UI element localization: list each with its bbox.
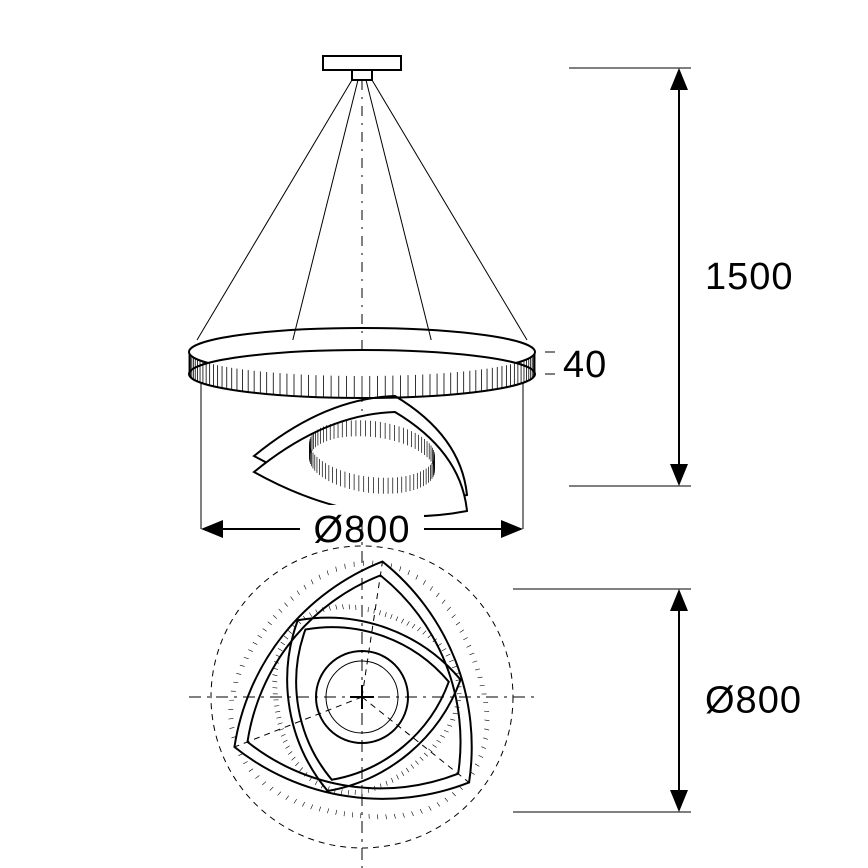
dimension-label: 40 <box>563 344 607 386</box>
dimension-label: Ø800 <box>705 680 802 722</box>
dimension-label: Ø800 <box>314 509 411 551</box>
dimension-label: 1500 <box>705 256 794 298</box>
